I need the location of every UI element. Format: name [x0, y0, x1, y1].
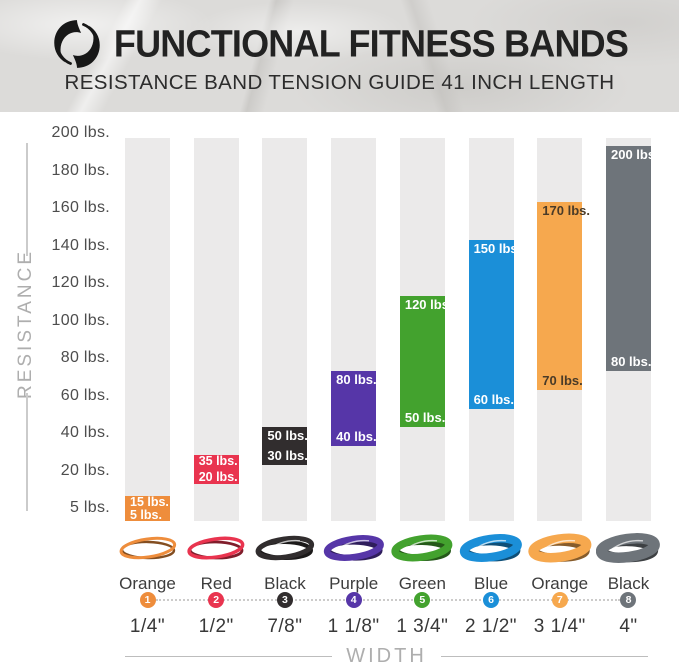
y-axis-line-upper [26, 143, 28, 256]
band-color-name: Red [200, 574, 232, 593]
band-photo-black-icon [253, 528, 317, 570]
y-tick-label: 180 lbs. [51, 161, 110, 179]
band-width-label: 3 1/4" [533, 616, 586, 637]
min-resistance-label: 30 lbs. [267, 447, 308, 463]
y-tick-label: 120 lbs. [51, 274, 110, 291]
min-resistance-label: 60 lbs. [473, 391, 515, 407]
x-axis-line-right [440, 655, 649, 658]
band-width-label: 1 1/8" [327, 616, 380, 637]
y-tick-label: 80 lbs. [60, 349, 110, 366]
number-key-dotted-line [155, 599, 621, 601]
band-color-name: Orange [531, 574, 589, 593]
y-axis-line-lower [26, 393, 28, 511]
band-color-name: Purple [329, 574, 379, 593]
band-column-3: 50 lbs. 30 lbs. [262, 138, 308, 521]
band-column-8: 200 lbs. 80 lbs. [605, 138, 659, 521]
x-axis: WIDTH [125, 645, 649, 665]
band-number-badge: 1 [139, 592, 156, 608]
band-width-label: 1 3/4" [396, 616, 449, 637]
max-resistance-label: 170 lbs. [542, 203, 590, 219]
band-width-label: 1/2" [198, 616, 234, 637]
min-resistance-label: 70 lbs. [542, 372, 583, 388]
band-color-name: Black [264, 574, 306, 593]
band-column-7: 170 lbs. 70 lbs. [537, 138, 590, 521]
band-column-1: 15 lbs. 5 lbs. [125, 138, 170, 521]
max-resistance-label: 50 lbs. [267, 428, 308, 444]
band-width-label: 4" [619, 616, 638, 637]
band-range-segment: 80 lbs. 40 lbs. [331, 371, 377, 446]
band-photo-blue-icon [459, 528, 523, 570]
y-tick-label: 40 lbs. [60, 424, 110, 441]
band-range-segment: 15 lbs. 5 lbs. [125, 496, 170, 521]
band-width-label: 7/8" [267, 616, 303, 637]
band-range-segment: 200 lbs. 80 lbs. [605, 146, 659, 371]
min-resistance-label: 5 lbs. [130, 507, 162, 522]
band-photo-orange-icon [116, 528, 180, 570]
band-number-badge: 5 [414, 592, 431, 608]
y-tick-label: 160 lbs. [51, 199, 110, 216]
x-axis-line-left [125, 655, 333, 658]
band-range-segment: 35 lbs. 20 lbs. [193, 454, 239, 484]
max-resistance-label: 15 lbs. [130, 495, 169, 509]
max-resistance-label: 200 lbs. [610, 147, 659, 162]
page-title: FUNCTIONAL FITNESS BANDS [113, 21, 629, 65]
min-resistance-label: 50 lbs. [404, 410, 446, 426]
band-number-badge: 3 [276, 592, 293, 608]
y-tick-label: 20 lbs. [60, 461, 110, 479]
max-resistance-label: 35 lbs. [198, 454, 238, 469]
band-range-segment: 170 lbs. 70 lbs. [537, 202, 590, 390]
band-range-segment: 150 lbs. 60 lbs. [468, 239, 521, 409]
y-tick-label: 60 lbs. [60, 386, 110, 404]
band-column-4: 80 lbs. 40 lbs. [331, 138, 377, 521]
band-width-label: 2 1/2" [465, 616, 518, 637]
swirl-brand-logo-icon [54, 20, 100, 68]
band-color-name: Blue [474, 574, 509, 593]
band-column-6: 150 lbs. 60 lbs. [468, 138, 521, 521]
band-number-badge: 2 [208, 592, 225, 608]
tension-chart: RESISTANCE WIDTH 200 lbs. 180 lbs. 160 lbs… [0, 112, 679, 665]
y-tick-label: 5 lbs. [69, 499, 110, 516]
band-range-segment: 50 lbs. 30 lbs. [262, 427, 308, 465]
band-photo-orange-icon [528, 528, 592, 570]
band-photo-green-icon [390, 528, 454, 570]
max-resistance-label: 150 lbs. [473, 240, 522, 256]
band-color-name: Black [607, 574, 650, 593]
band-range-segment: 120 lbs. 50 lbs. [399, 296, 453, 428]
band-photo-black-icon [596, 528, 661, 570]
header: FUNCTIONAL FITNESS BANDS RESISTANCE BAND… [0, 0, 679, 114]
band-column-2: 35 lbs. 20 lbs. [193, 138, 239, 521]
band-number-badge: 7 [551, 592, 568, 608]
min-resistance-label: 80 lbs. [610, 354, 652, 369]
page-subtitle: RESISTANCE BAND TENSION GUIDE 41 INCH LE… [64, 71, 615, 94]
max-resistance-label: 120 lbs. [404, 297, 453, 312]
min-resistance-label: 20 lbs. [198, 470, 238, 484]
band-column-5: 120 lbs. 50 lbs. [399, 138, 453, 521]
band-number-badge: 8 [620, 592, 637, 608]
y-tick-label: 100 lbs. [51, 311, 110, 329]
y-tick-label: 140 lbs. [51, 236, 110, 254]
band-color-name: Green [398, 574, 446, 593]
max-resistance-label: 80 lbs. [336, 372, 377, 387]
band-photo-red-icon [184, 528, 248, 570]
y-tick-label: 200 lbs. [51, 124, 110, 141]
band-number-badge: 6 [483, 592, 500, 608]
band-photo-purple-icon [322, 528, 386, 570]
x-axis-label: WIDTH [346, 645, 427, 665]
band-color-name: Orange [119, 574, 176, 593]
min-resistance-label: 40 lbs. [336, 429, 377, 444]
header-brand-row: FUNCTIONAL FITNESS BANDS [0, 0, 679, 70]
band-width-label: 1/4" [129, 616, 166, 637]
band-number-badge: 4 [345, 592, 362, 608]
